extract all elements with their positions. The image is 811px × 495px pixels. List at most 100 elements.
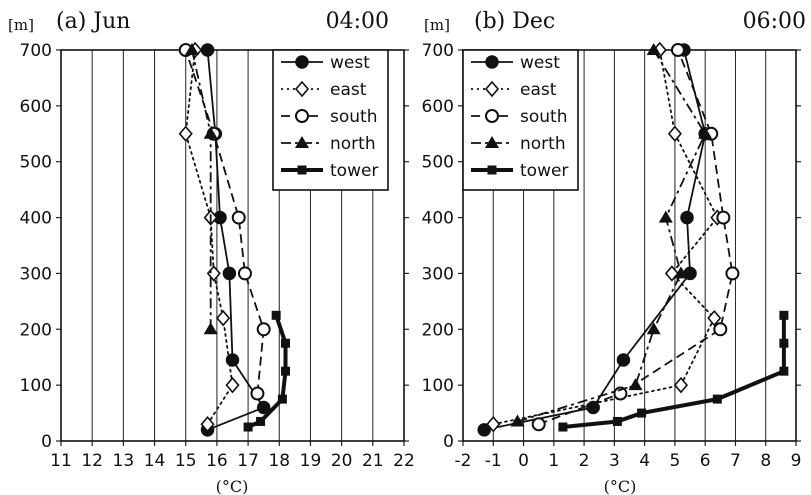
data-point (256, 416, 266, 426)
data-point (256, 322, 271, 337)
x-tick-label: 3 (609, 451, 620, 471)
data-point (680, 210, 694, 225)
y-unit-label: [m] (424, 16, 450, 34)
y-tick-label: 0 (443, 432, 454, 452)
data-point (673, 266, 688, 279)
legend-label: tower (520, 161, 568, 181)
series-line (184, 49, 234, 426)
y-tick-label: 100 (20, 376, 52, 396)
legend-item-south: south (471, 107, 567, 127)
series-east (178, 41, 240, 433)
x-axis-label: (°C) (216, 477, 249, 495)
y-tick-label: 600 (422, 97, 454, 117)
x-tick-label: 13 (113, 451, 135, 471)
legend-item-east: east (281, 80, 367, 100)
data-point (243, 422, 253, 432)
data-point (277, 394, 287, 404)
data-point (707, 309, 722, 327)
data-point (256, 400, 271, 415)
y-unit-label: [m] (8, 16, 34, 34)
data-point (586, 400, 600, 415)
data-point (203, 322, 218, 335)
legend-label: east (330, 80, 367, 100)
x-tick-label: 20 (331, 451, 353, 471)
x-tick-label: 14 (144, 451, 166, 471)
x-tick-label: 12 (81, 451, 103, 471)
data-point (486, 416, 501, 433)
legend-item-tower: tower (471, 161, 568, 181)
series-tower (243, 310, 291, 432)
data-point (216, 309, 231, 327)
data-point (250, 386, 265, 401)
data-point (531, 417, 546, 432)
series-line (184, 49, 265, 394)
series-north (510, 43, 713, 427)
x-tick-label: 11 (50, 451, 72, 471)
data-point (281, 366, 291, 376)
data-point (206, 265, 221, 282)
data-point (658, 210, 673, 223)
x-tick-label: 15 (175, 451, 197, 471)
x-tick-label: 18 (268, 451, 290, 471)
y-tick-labels: 0 100 200 300 400 500 600 700 (422, 41, 454, 452)
data-point (477, 423, 491, 437)
data-point (673, 376, 689, 394)
legend-label: west (520, 53, 560, 73)
data-point (779, 366, 789, 376)
x-tick-label: 7 (730, 451, 741, 471)
series-layer (178, 41, 291, 437)
y-tick-label: 200 (20, 320, 52, 340)
x-tick-labels: 11 12 13 14 15 16 17 18 19 20 21 22 (50, 451, 415, 471)
legend-label: north (330, 134, 376, 154)
legend: west east south north tower (272, 49, 389, 191)
legend-label: south (520, 107, 567, 127)
y-tick-label: 100 (422, 376, 454, 396)
y-tick-label: 400 (422, 209, 454, 229)
legend-item-south: south (281, 107, 377, 127)
data-point (670, 43, 685, 57)
legend-swatch-marker (487, 165, 497, 175)
data-point (716, 210, 731, 225)
y-tick-label: 500 (20, 153, 52, 173)
data-point (612, 416, 622, 426)
panel-title: (b) Dec (474, 9, 555, 34)
data-point (712, 394, 722, 404)
x-tick-label: 1 (548, 451, 559, 471)
x-tick-label: 5 (669, 451, 680, 471)
y-tick-label: 0 (41, 432, 52, 452)
y-tick-label: 600 (20, 97, 52, 117)
x-tick-label: 2 (579, 451, 590, 471)
y-tick-label: 200 (422, 320, 454, 340)
legend-swatch-marker (295, 109, 309, 123)
x-tick-label: 21 (362, 451, 384, 471)
x-tick-labels: -2 -1 0 1 2 3 4 5 6 7 8 9 (455, 451, 802, 471)
y-tick-label: 300 (20, 264, 52, 284)
data-point (225, 376, 240, 394)
legend-box (272, 49, 389, 191)
panel-jun: [m] (a) Jun 04:00 (°C) 11 12 13 14 15 16 17 18 1… (8, 9, 415, 495)
legend-swatch-marker (295, 136, 309, 148)
y-tick-label: 700 (20, 41, 52, 61)
legend-swatch-marker (295, 55, 309, 69)
series-line (191, 49, 212, 330)
data-point (779, 310, 789, 320)
data-point (281, 338, 291, 348)
x-tick-label: -1 (485, 451, 502, 471)
data-point (200, 43, 215, 57)
data-point (231, 210, 246, 225)
plot-frame (60, 49, 405, 442)
data-point (637, 408, 647, 418)
data-point (200, 416, 215, 433)
legend-swatch-marker (294, 80, 310, 98)
x-tick-label: 9 (791, 451, 802, 471)
data-point (698, 126, 713, 139)
time-label: 04:00 (326, 9, 389, 34)
data-point (222, 266, 237, 281)
x-tick-label: 4 (639, 451, 650, 471)
x-tick-label: 0 (518, 451, 529, 471)
y-tick-label: 700 (422, 41, 454, 61)
legend-swatch-marker (485, 136, 499, 148)
data-point (713, 322, 728, 337)
data-point (628, 378, 643, 391)
